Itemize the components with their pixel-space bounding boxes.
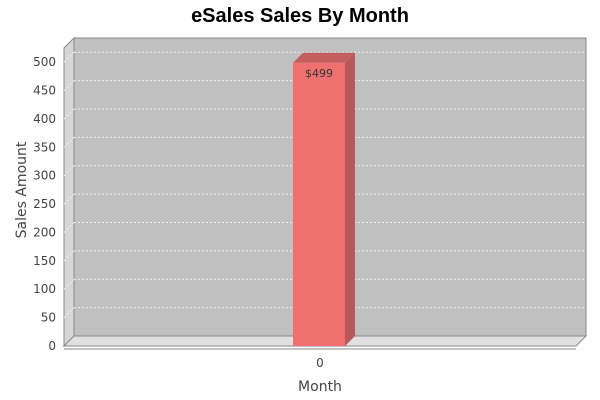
plot-side-wall bbox=[63, 36, 75, 348]
y-axis-label: Sales Amount bbox=[14, 141, 30, 238]
y-tick-label: 250 bbox=[33, 197, 56, 211]
y-tick-label: 0 bbox=[48, 339, 56, 353]
y-tick-label: 500 bbox=[33, 55, 56, 69]
y-tick-label: 200 bbox=[33, 225, 56, 239]
x-tick-label: 0 bbox=[316, 356, 324, 370]
y-tick-label: 350 bbox=[33, 140, 56, 154]
y-tick-label: 50 bbox=[41, 311, 56, 325]
bar-side bbox=[345, 52, 355, 347]
y-tick-label: 300 bbox=[33, 169, 56, 183]
chart-title: eSales Sales By Month bbox=[191, 5, 409, 27]
y-axis-ticks: 0 50 100 150 200 250 300 350 400 450 500 bbox=[33, 55, 56, 353]
y-tick-label: 150 bbox=[33, 254, 56, 268]
bars: $499 bbox=[293, 52, 355, 347]
x-axis-ticks: 0 bbox=[316, 356, 324, 370]
bar-data-label: $499 bbox=[305, 67, 333, 80]
bar-top bbox=[293, 52, 355, 63]
bar-front bbox=[293, 62, 345, 347]
bar: $499 bbox=[293, 52, 355, 347]
y-tick-label: 400 bbox=[33, 112, 56, 126]
y-tick-label: 450 bbox=[33, 84, 56, 98]
y-tick-label: 100 bbox=[33, 282, 56, 296]
x-axis-label: Month bbox=[298, 379, 342, 395]
